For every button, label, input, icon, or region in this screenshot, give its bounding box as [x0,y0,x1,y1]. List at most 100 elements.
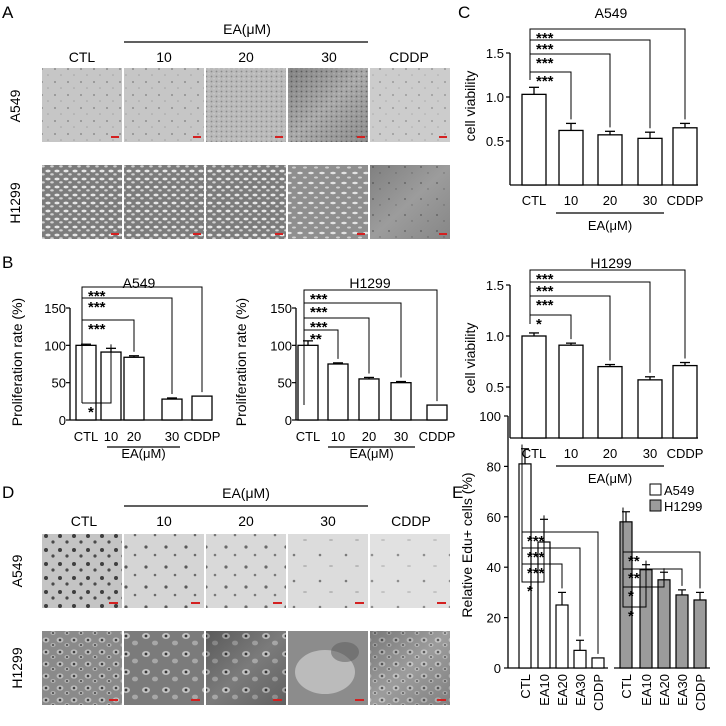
panel-d-col-30: 30 [320,513,336,529]
b-h1299-xtick-label-4: CDDP [419,429,456,444]
c-h1299-xtick-label-3: 30 [643,446,657,461]
b-a549-bracket-0 [82,344,112,404]
e-edu-bracket-1-3 [622,507,701,589]
e-edu-xtick-label-1-4: CDDP [693,674,708,711]
micrograph-h1299-30 [288,165,368,239]
b-a549-xtick-label-2: 20 [127,429,141,444]
e-edu-sig-1-0: * [628,608,634,625]
edu-a549-20 [206,534,286,608]
b-h1299-ytick-label-2: 100 [270,338,292,353]
edu-a549-ctl [42,534,122,608]
e-edu-ytick-label-0: 0 [494,661,501,676]
panel-d-scale-bars [109,602,446,701]
b-h1299-xtick-label-3: 30 [394,429,408,444]
b-a549-ytick-label-2: 100 [44,338,66,353]
b-h1299-bracket-3 [303,289,438,405]
b-a549-ytick-label-3: 150 [44,301,66,316]
panel-a-col-30: 30 [321,49,337,65]
b-a549-title: A549 [123,275,156,291]
e-edu-sig-0-0: * [527,583,533,600]
e-edu-xtick-label-0-2: EA20 [555,674,570,706]
b-h1299-xtick-label-2: 20 [362,429,376,444]
b-h1299-sig-3: *** [310,291,328,308]
panel-a-col-cddp: CDDP [389,49,429,65]
e-edu-sig-0-3: *** [527,533,545,550]
chart-c-h1299: H1299 cell viability 0.5 1.0 1.5 CTL 10 20 30 CDD… [462,255,703,486]
micrograph-a549-ctl [42,68,122,142]
c-a549-xtick-label-2: 20 [603,193,617,208]
c-h1299-sig-3: *** [536,271,554,288]
c-a549-xtick-label-4: CDDP [667,193,704,208]
e-edu-legend-swatch-1 [649,499,662,512]
b-a549-bracket-3 [81,286,203,403]
e-edu-bar-0-2 [555,604,569,669]
e-edu-xtick-label-0-4: CDDP [591,674,606,711]
e-edu-xtick-label-1-0: CTL [619,674,634,699]
e-edu-xtick-label-1-3: EA30 [675,674,690,706]
b-a549-sig-3: *** [88,288,106,305]
b-h1299-sig-0: ** [310,331,322,348]
c-a549-bar-4 [672,127,698,186]
panel-a-row-h1299: H1299 [7,182,23,223]
c-a549-xtick-label-0: CTL [522,193,547,208]
e-edu-ylabel: Relative Edu+ cells (%) [459,472,475,617]
c-a549-bar-3 [637,137,663,186]
panel-d-col-ctl: CTL [71,513,98,529]
c-h1299-xlabel: EA(μM) [588,471,632,486]
c-a549-xtick-label-1: 10 [564,193,578,208]
b-h1299-bar-1 [327,363,349,421]
c-h1299-bar-2 [597,365,623,439]
e-edu-legend-swatch-0 [649,483,662,496]
e-edu-ytick-label-1: 20 [487,611,501,626]
c-a549-sig-0: *** [536,73,554,90]
c-a549-bracket-3 [529,28,686,120]
edu-h1299-ctl [42,631,122,705]
b-h1299-bar-3 [390,382,412,421]
edu-a549-10 [124,534,204,608]
c-a549-bar-0 [521,93,547,186]
e-edu-xtick-label-0-1: EA10 [537,674,552,706]
b-a549-xtick-label-3: 30 [165,429,179,444]
panel-a-letter: A [2,3,14,22]
c-h1299-bar-0 [521,335,547,439]
e-edu-xtick-label-1-1: EA10 [639,674,654,706]
b-h1299-ytick-label-3: 150 [270,301,292,316]
b-h1299-xtick-label-1: 10 [331,429,345,444]
panel-d-col-20: 20 [238,513,254,529]
chart-b-h1299: H1299 Proliferation rate (%) 0 50 100 150 CTL 1… [233,275,455,461]
c-h1299-xtick-label-4: CDDP [667,446,704,461]
panel-c-letter: C [458,3,470,22]
e-edu-bar-1-3 [675,594,689,669]
c-a549-ytick-label-0: 0.5 [486,134,504,149]
panel-d: D EA(μM) CTL 10 20 30 CDDP A549 H1299 [2,483,450,705]
micrograph-a549-cddp [370,68,450,142]
c-h1299-bracket-3 [529,269,686,359]
b-a549-xtick-label-0: CTL [74,429,99,444]
c-h1299-xtick-label-0: CTL [522,446,547,461]
b-h1299-ytick-label-1: 50 [278,376,292,391]
chart-c-a549: A549 cell viability 0.5 1.0 1.5 CTL 10 20 30 CDDP… [462,5,703,233]
b-h1299-title: H1299 [349,275,390,291]
c-a549-ytick-label-2: 1.5 [486,46,504,61]
e-edu-sig-1-1: * [628,588,634,605]
panel-a-col-20: 20 [238,49,254,65]
b-a549-xlabel: EA(μM) [121,446,165,461]
c-h1299-sig-2: *** [536,283,554,300]
chart-e-edu: Relative Edu+ cells (%) 0 20 40 60 80 100 CTL EA… [459,409,710,711]
b-h1299-xtick-label-0: CTL [296,429,321,444]
b-a549-xtick-label-1: 10 [104,429,118,444]
b-h1299-sig-2: *** [310,304,328,321]
c-a549-bar-2 [597,134,623,186]
e-edu-sig-1-3: ** [628,553,640,570]
panel-d-col-cddp: CDDP [391,513,431,529]
b-h1299-ylabel: Proliferation rate (%) [233,298,249,426]
b-h1299-ytick-label-0: 0 [285,413,292,428]
chart-b-a549: A549 Proliferation rate (%) 0 50 100 150 CTL 10… [9,275,220,461]
b-a549-ytick-label-1: 50 [52,376,66,391]
c-h1299-title: H1299 [590,255,631,271]
c-a549-ytick-label-1: 1.0 [486,90,504,105]
panel-d-row-h1299: H1299 [9,647,25,688]
e-edu-sig-0-2: *** [527,549,545,566]
panel-a-treatment-label: EA(μM) [223,21,271,37]
panel-a-row-a549: A549 [7,89,23,122]
